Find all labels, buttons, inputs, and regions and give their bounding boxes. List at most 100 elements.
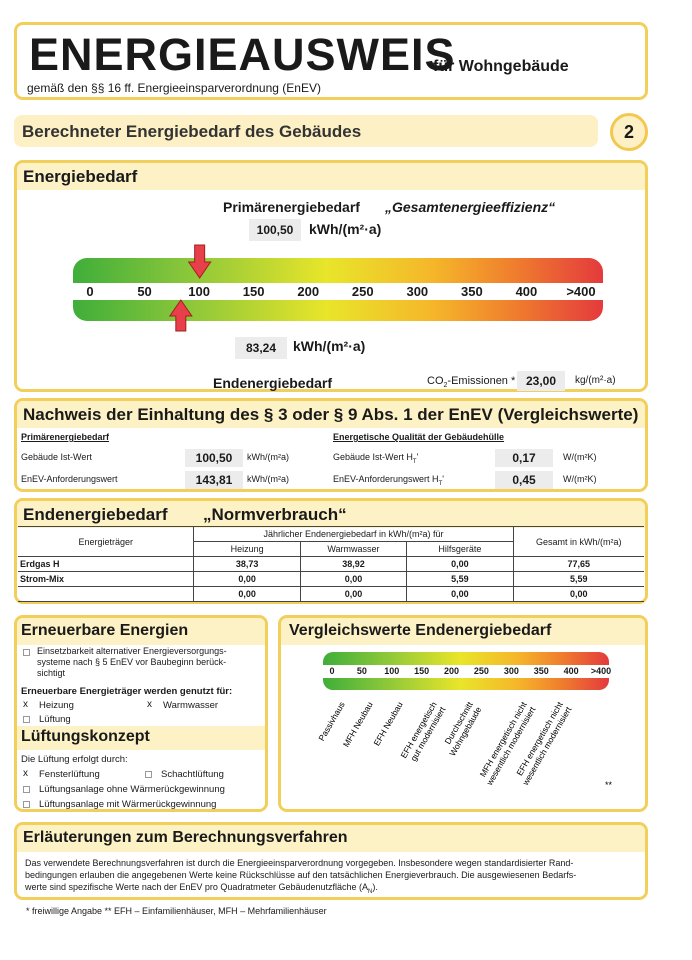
box-header [17, 501, 645, 528]
cell: 0,00 [193, 586, 301, 602]
scale-label: 200 [297, 284, 320, 299]
check-mark: x [147, 699, 152, 710]
cell: 0,00 [299, 586, 408, 602]
final-arrow [168, 299, 193, 332]
row-unit: W/(m²K) [563, 452, 597, 462]
scale-label: 400 [563, 666, 579, 676]
scale-label: 350 [461, 284, 483, 299]
option-label: Warmwasser [163, 700, 219, 711]
reference-label: EFH Neubau [372, 700, 405, 748]
row-label: EnEV-Anforderungswert HT' [333, 474, 444, 487]
endenergie-box: Endenergiebedarf „Normverbrauch“ Energie… [14, 498, 648, 604]
co2-suffix: -Emissionen * [447, 375, 516, 387]
section-title: Berechneter Energiebedarf des Gebäudes [22, 122, 362, 141]
row-label: Gebäude Ist-Wert HT' [333, 452, 418, 465]
subtitle: gemäß den §§ 16 ff. Energieeinsparverord… [27, 81, 321, 95]
final-unit: kWh/(m²·a) [293, 338, 366, 354]
text-suffix: ). [372, 882, 378, 892]
scale-label: 200 [444, 666, 460, 676]
scale-label: >400 [590, 666, 612, 676]
reference-label: DurchschnittWohngebäude [438, 699, 483, 757]
primary-arrow [187, 244, 212, 279]
row-value: 0,45 [495, 471, 553, 489]
label-text: EnEV-Anforderungswert H [333, 474, 439, 484]
label-line: MFH Neubau [341, 700, 375, 749]
label-text: EnEV-Anforderungswert [21, 474, 118, 484]
row-unit: kWh/(m²a) [247, 474, 289, 484]
sub-header: Heizung [193, 541, 301, 557]
box-title: Vergleichswerte Endenergiebedarf [289, 622, 552, 639]
cell: 0,00 [406, 586, 514, 602]
data-row: Erdgas H 38,73 38,92 0,00 77,65 [18, 556, 644, 572]
label-line: Passivhaus [316, 700, 346, 743]
energy-table: Energieträger Jährlicher Endenergiebedarf… [18, 526, 644, 602]
co2-value: 23,00 [517, 371, 565, 391]
text-sub: N [368, 888, 373, 895]
box-title: Erneuerbare Energien [21, 622, 189, 639]
scale-label: 250 [473, 666, 489, 676]
scale-label: 400 [515, 284, 538, 299]
reference-label: EFH energetischgut modernisiert [398, 699, 447, 764]
scale-label: 300 [503, 666, 519, 676]
row-value: 143,81 [185, 471, 243, 489]
checkbox [23, 786, 30, 793]
label-suffix: ' [442, 474, 444, 484]
text-line: werte sind spezifische Werte nach der En… [25, 881, 576, 898]
checkbox [23, 716, 30, 723]
check-text: Einsetzbarkeit alternativer Energieverso… [37, 646, 227, 656]
option-label: Fensterlüftung [39, 769, 100, 780]
scale-label: >400 [566, 284, 596, 299]
box-title: Nachweis der Einhaltung des § 3 oder § 9… [23, 405, 639, 424]
cell: 77,65 [512, 556, 644, 572]
row-label: EnEV-Anforderungswert [21, 474, 118, 484]
reference-label: MFH Neubau [341, 700, 375, 749]
final-value: 83,24 [235, 337, 287, 359]
vergleich-box: Vergleichswerte Endenergiebedarf 0 50 100 1… [278, 615, 648, 812]
carrier: Erdgas H [18, 556, 195, 572]
box-header [17, 401, 645, 428]
cell: 38,73 [193, 556, 301, 572]
footnote: * freiwillige Angabe ** EFH – Einfamilie… [26, 906, 327, 916]
row-label: Gebäude Ist-Wert [21, 452, 92, 462]
row-unit: W/(m²K) [563, 474, 597, 484]
option-label: Lüftung [39, 714, 71, 725]
lueftung-intro: Die Lüftung erfolgt durch: [21, 754, 128, 765]
row-unit: kWh/(m²a) [247, 452, 289, 462]
scale-label: 250 [351, 284, 374, 299]
cell: 38,92 [299, 556, 408, 572]
box-header [17, 825, 645, 852]
text: Das verwendete Berechnungsverfahren ist … [25, 858, 574, 868]
data-row: Strom-Mix 0,00 0,00 5,59 5,59 [18, 571, 644, 587]
section-bar: Berechneter Energiebedarf des Gebäudes [14, 115, 598, 147]
label-text: Gebäude Ist-Wert H [333, 452, 413, 462]
group-header: Jährlicher Endenergiebedarf in kWh/(m²a)… [193, 526, 514, 542]
box-title: Erläuterungen zum Berechnungsverfahren [23, 829, 348, 846]
cell: 0,00 [512, 586, 644, 602]
box-header [281, 618, 645, 645]
energiebedarf-box: Energiebedarf Primärenergiebedarf „Gesam… [14, 160, 648, 392]
final-label: Endenergiebedarf [213, 375, 333, 391]
primary-note: „Gesamtenergieeffizienz“ [385, 199, 556, 215]
reference-note: ** [605, 780, 613, 790]
primary-label: Primärenergiebedarf [223, 199, 360, 215]
check-text: systeme nach § 5 EnEV vor Baubeginn berü… [37, 657, 227, 667]
reference-label: Passivhaus [316, 700, 346, 743]
scale-strip [323, 665, 609, 678]
co2-text: CO [427, 375, 444, 387]
label-sub: T [412, 458, 417, 465]
header-row: Energieträger Jährlicher Endenergiebedarf… [18, 526, 644, 557]
check-mark: x [23, 699, 28, 710]
checkbox [23, 649, 30, 656]
cell: 5,59 [406, 571, 514, 587]
scale-label: 300 [406, 284, 429, 299]
text-line: bedingungen erlauben die angegebenen Wer… [25, 869, 576, 881]
scale-label: 150 [242, 284, 265, 299]
scale-strip [73, 283, 603, 300]
erneuerbar-box: Erneuerbare Energien Erneuerbare Energie… [14, 615, 268, 812]
carrier: Strom-Mix [18, 571, 195, 587]
used-heading: Erneuerbare Energieträger werden genutzt… [21, 686, 233, 697]
text-line: Das verwendete Berechnungsverfahren ist … [25, 857, 576, 869]
sub-header [17, 726, 265, 750]
option-label: Heizung [39, 700, 74, 711]
